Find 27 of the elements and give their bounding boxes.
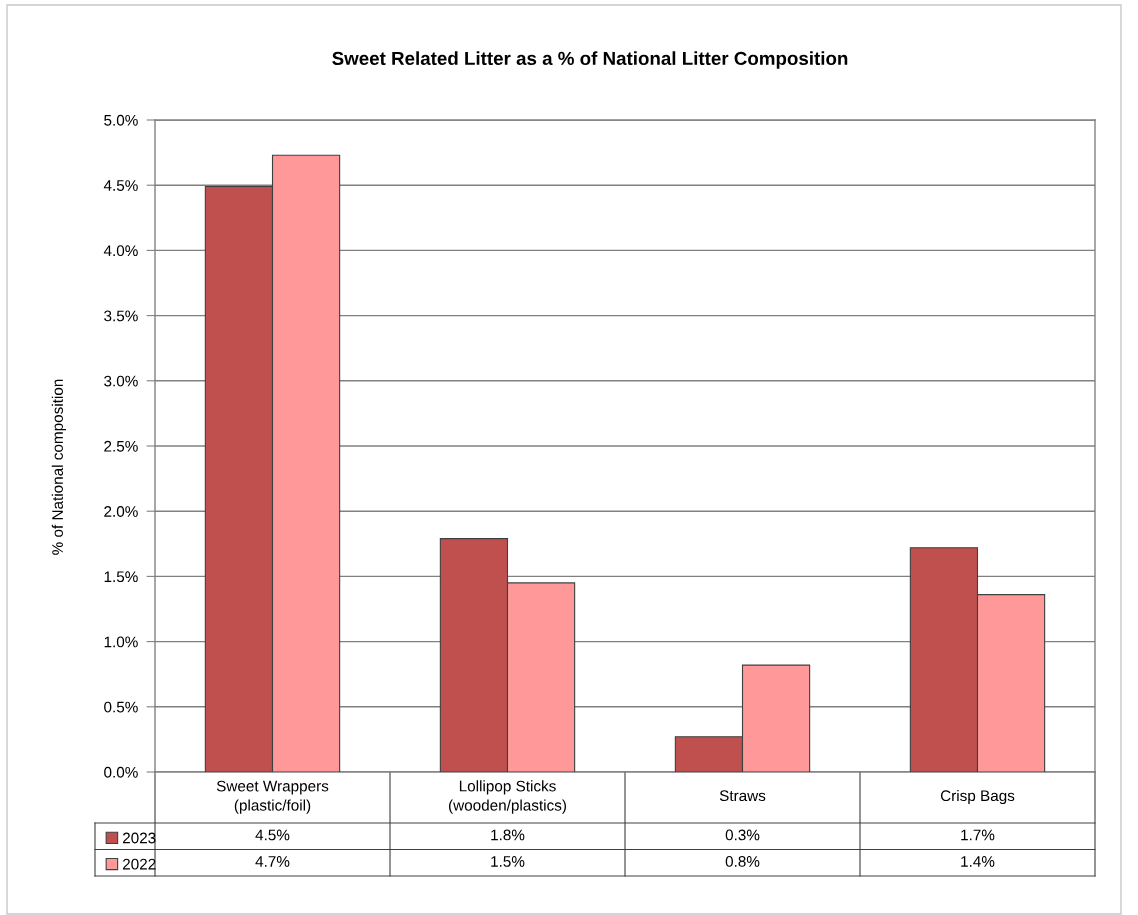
- x-tick-label: Straws: [719, 790, 766, 802]
- data-label: 1.8%: [491, 829, 525, 841]
- chart-title: Sweet Related Litter as a % of National Litter Composition: [332, 51, 848, 69]
- legend-label: 2022: [122, 858, 156, 870]
- data-label: 0.3%: [725, 829, 760, 841]
- y-tick-label: 3.5%: [104, 310, 138, 322]
- data-label: 0.8%: [725, 856, 760, 867]
- y-tick-label: 2.0%: [104, 506, 138, 517]
- x-tick-label: Lollipop Sticks (wooden/plastics): [449, 780, 566, 814]
- y-tick-label: 4.5%: [103, 180, 138, 191]
- data-label: 4.7%: [255, 856, 290, 867]
- data-label: 1.4%: [961, 856, 995, 867]
- y-axis-title: % of National composition: [51, 379, 66, 555]
- data-label: 4.5%: [255, 829, 290, 841]
- data-label: 1.5%: [491, 856, 525, 867]
- y-tick-label: 5.0%: [104, 114, 138, 126]
- data-label: 1.7%: [961, 829, 995, 841]
- y-tick-label: 3.0%: [104, 375, 138, 387]
- y-tick-label: 4.0%: [103, 245, 138, 257]
- y-tick-label: 1.0%: [104, 636, 138, 648]
- y-tick-label: 0.0%: [104, 766, 138, 778]
- x-tick-label: Crisp Bags: [940, 789, 1015, 805]
- y-tick-label: 2.5%: [104, 440, 138, 452]
- y-tick-label: 0.5%: [104, 701, 138, 713]
- x-tick-label: Sweet Wrappers (plastic/foil): [216, 780, 329, 814]
- y-tick-label: 1.5%: [104, 571, 138, 583]
- legend-label: 2023: [122, 832, 156, 844]
